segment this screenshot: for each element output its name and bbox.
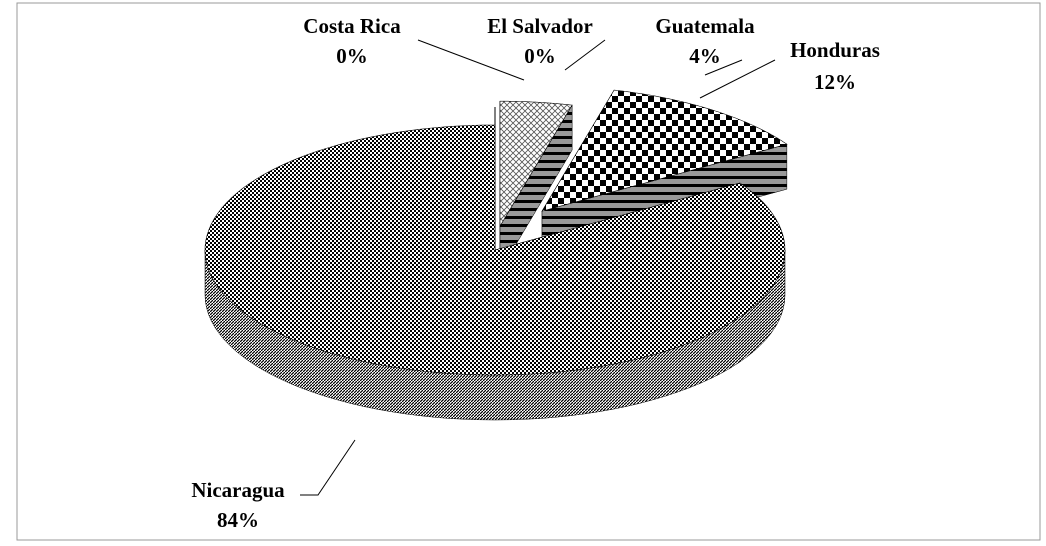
chart-border — [16, 2, 1041, 541]
slice-value-label: 0% — [524, 44, 556, 68]
slice-label: Guatemala — [655, 14, 755, 38]
pie-slice — [541, 89, 788, 212]
pie-slice — [499, 100, 573, 228]
leader-line — [704, 59, 743, 76]
leader-line — [699, 59, 776, 99]
slice-value-label: 0% — [336, 44, 368, 68]
slice-value-label: 12% — [814, 70, 856, 94]
pie — [204, 89, 788, 421]
leader-line — [300, 439, 356, 496]
slice-label: Honduras — [790, 38, 880, 62]
slice-value-label: 4% — [689, 44, 721, 68]
slice-label: El Salvador — [487, 14, 593, 38]
slice-label: Costa Rica — [303, 14, 401, 38]
leader-line — [417, 39, 525, 81]
pie-slice — [204, 124, 786, 376]
leader-line — [564, 39, 606, 71]
slice-label: Nicaragua — [191, 478, 285, 502]
slice-value-label: 84% — [217, 508, 259, 532]
